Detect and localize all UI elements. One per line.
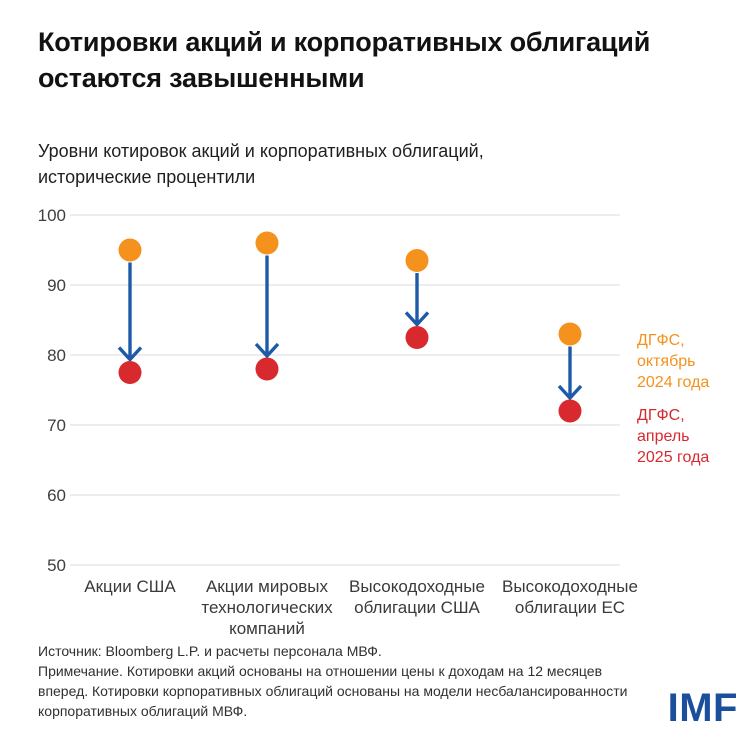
y-tick-label-100: 100 — [38, 206, 66, 225]
dot-april-2025-2 — [405, 326, 429, 349]
legend-october-2024: ДГФС, октябрь 2024 года — [637, 332, 710, 391]
dot-april-2025-0 — [118, 361, 142, 384]
y-tick-label-90: 90 — [47, 276, 66, 295]
category-label-0: Акции США — [84, 577, 176, 596]
dot-october-2024-1 — [255, 231, 279, 255]
dot-april-2025-1 — [255, 357, 279, 381]
legend-april-2025: ДГФС, апрель 2025 года — [637, 407, 710, 466]
note-text: Примечание. Котировки акций основаны на … — [38, 663, 628, 719]
footer: Источник: Bloomberg L.P. и расчеты персо… — [38, 641, 678, 721]
dot-april-2025-3 — [558, 399, 582, 423]
dot-october-2024-0 — [118, 238, 142, 262]
category-label-3: Высокодоходные облигации ЕС — [502, 577, 638, 617]
page-title: Котировки акций и корпоративных облигаци… — [38, 27, 651, 93]
chart-svg: 100 90 80 70 60 50 — [38, 206, 620, 575]
source-text: Источник: Bloomberg L.P. и расчеты персо… — [38, 643, 382, 659]
x-axis-category-labels: Акции США Акции мировых технологических к… — [0, 576, 750, 642]
change-arrow-3 — [557, 346, 583, 401]
imf-logo: IMF — [667, 686, 738, 730]
dot-october-2024-3 — [558, 322, 582, 346]
change-arrow-1 — [254, 255, 280, 359]
chart-subtitle: Уровни котировок акций и корпоративных о… — [38, 141, 484, 187]
change-arrow-0 — [117, 262, 143, 363]
dot-october-2024-2 — [405, 249, 429, 272]
change-arrow-2 — [404, 273, 430, 328]
y-tick-label-80: 80 — [47, 346, 66, 365]
y-tick-label-70: 70 — [47, 416, 66, 435]
y-tick-label-60: 60 — [47, 486, 66, 505]
category-label-2: Высокодоходные облигации США — [349, 577, 485, 617]
category-label-1: Акции мировых технологических компаний — [201, 577, 333, 638]
y-tick-label-50: 50 — [47, 556, 66, 575]
